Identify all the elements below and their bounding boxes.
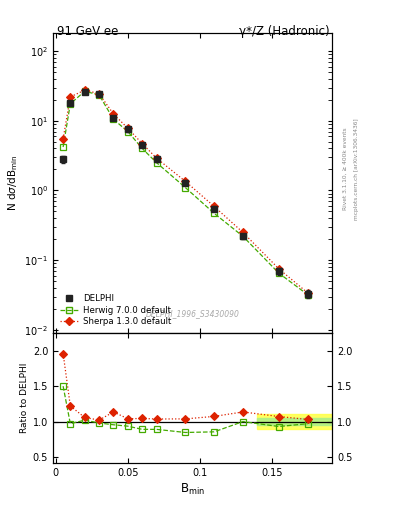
X-axis label: B$_{\mathregular{min}}$: B$_{\mathregular{min}}$ — [180, 482, 205, 498]
Text: γ*/Z (Hadronic): γ*/Z (Hadronic) — [239, 25, 330, 37]
Text: 91 GeV ee: 91 GeV ee — [57, 25, 118, 37]
Text: mcplots.cern.ch [arXiv:1306.3436]: mcplots.cern.ch [arXiv:1306.3436] — [354, 118, 359, 220]
Legend: DELPHI, Herwig 7.0.0 default, Sherpa 1.3.0 default: DELPHI, Herwig 7.0.0 default, Sherpa 1.3… — [57, 291, 174, 329]
Text: DELPHI_1996_S3430090: DELPHI_1996_S3430090 — [146, 309, 239, 318]
Bar — [257, 418, 332, 425]
Bar — [257, 415, 332, 429]
Text: Rivet 3.1.10, ≥ 400k events: Rivet 3.1.10, ≥ 400k events — [343, 127, 348, 210]
Y-axis label: Ratio to DELPHI: Ratio to DELPHI — [20, 363, 29, 433]
Y-axis label: N d$\sigma$/dB$_{\mathregular{min}}$: N d$\sigma$/dB$_{\mathregular{min}}$ — [6, 155, 20, 211]
